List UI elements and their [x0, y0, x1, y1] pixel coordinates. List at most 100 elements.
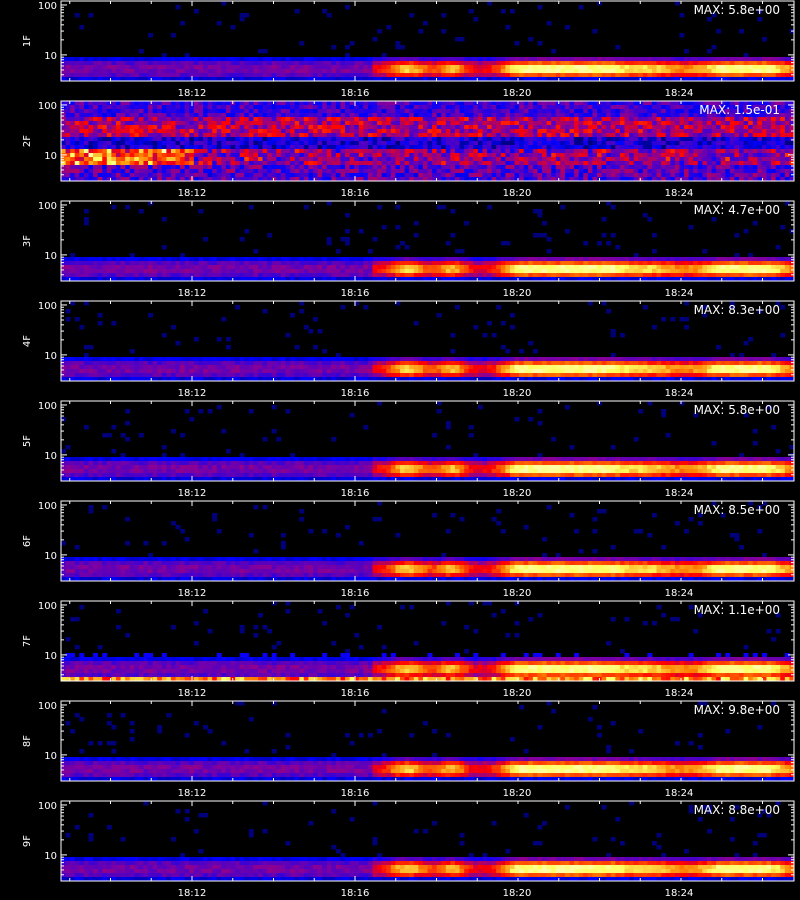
heat-cell — [381, 65, 387, 70]
heat-cell — [473, 261, 479, 266]
heat-cell — [716, 165, 722, 170]
heat-cell — [143, 77, 149, 82]
heat-cell — [583, 77, 589, 82]
heat-cell — [120, 137, 126, 142]
max-label: MAX: 5.8e+00 — [694, 3, 780, 17]
heat-cell — [624, 165, 630, 170]
heat-cell — [509, 149, 515, 154]
heat-cell — [294, 273, 300, 278]
heat-cell — [322, 153, 328, 158]
heat-cell — [88, 269, 94, 274]
heat-cell — [340, 125, 346, 130]
heat-cell — [88, 133, 94, 138]
heat-cell — [299, 265, 305, 270]
heat-cell — [725, 177, 731, 182]
heat-cell — [546, 21, 552, 26]
heat-cell — [225, 69, 231, 74]
heat-cell — [546, 173, 552, 178]
heat-cell — [148, 57, 154, 62]
heat-cell — [358, 229, 364, 234]
heat-cell — [166, 277, 172, 282]
heat-cell — [418, 73, 424, 78]
heat-cell — [290, 257, 296, 262]
heat-cell — [532, 157, 538, 162]
heat-cell — [720, 121, 726, 126]
heat-cell — [487, 69, 493, 74]
heat-cell — [79, 105, 85, 110]
heat-cell — [102, 141, 108, 146]
heat-cell — [656, 173, 662, 178]
heat-cell — [111, 149, 117, 154]
heat-cell — [367, 173, 373, 178]
heat-cell — [317, 113, 323, 118]
heat-cell — [519, 117, 525, 122]
heat-cell — [83, 261, 89, 266]
heat-cell — [157, 113, 163, 118]
heat-cell — [436, 273, 442, 278]
heat-cell — [372, 173, 378, 178]
heat-cell — [661, 121, 667, 126]
heat-cell — [606, 69, 612, 74]
heat-cell — [578, 65, 584, 70]
heat-cell — [276, 177, 282, 182]
heat-cell — [578, 153, 584, 158]
heat-cell — [477, 265, 483, 270]
heat-cell — [468, 141, 474, 146]
heat-cell — [615, 177, 621, 182]
heat-cell — [560, 109, 566, 114]
heat-cell — [395, 57, 401, 62]
heat-cell — [597, 157, 602, 162]
heat-cell — [670, 101, 676, 106]
heat-cell — [400, 141, 405, 146]
heat-cell — [651, 157, 657, 162]
heat-cell — [523, 65, 529, 70]
heat-cell — [143, 65, 149, 70]
heat-cell — [102, 121, 108, 126]
heat-cell — [482, 165, 488, 170]
heat-cell — [65, 269, 71, 274]
heat-cell — [757, 145, 763, 150]
heat-cell — [317, 73, 323, 78]
heat-cell — [138, 129, 144, 134]
heat-cell — [267, 177, 273, 182]
heat-cell — [445, 69, 451, 74]
heat-cell — [184, 109, 190, 114]
heat-cell — [138, 117, 144, 122]
heat-cell — [647, 73, 653, 78]
heat-cell — [299, 177, 305, 182]
heat-cell — [257, 101, 263, 106]
heat-cell — [189, 153, 195, 158]
heat-cell — [120, 101, 126, 106]
heat-cell — [693, 145, 699, 150]
heat-cell — [97, 121, 103, 126]
heat-cell — [312, 73, 318, 78]
heat-cell — [560, 173, 566, 178]
heat-cell — [574, 113, 580, 118]
heat-cell — [500, 145, 506, 150]
heat-cell — [688, 73, 694, 78]
heat-cell — [587, 173, 593, 178]
heat-cell — [702, 133, 708, 138]
heat-cell — [477, 165, 483, 170]
heat-cell — [789, 169, 795, 174]
heat-cell — [432, 145, 438, 150]
heat-cell — [271, 145, 277, 150]
heat-cell — [317, 149, 323, 154]
heat-cell — [592, 121, 598, 126]
heat-cell — [372, 169, 378, 174]
heat-cell — [322, 125, 328, 130]
heat-cell — [409, 101, 415, 106]
heat-cell — [372, 265, 378, 270]
heat-cell — [129, 109, 135, 114]
heat-cell — [157, 269, 163, 274]
heat-cell — [610, 149, 616, 154]
heat-cell — [93, 69, 99, 74]
heat-cell — [761, 37, 767, 42]
heat-cell — [500, 69, 506, 74]
heat-cell — [583, 133, 589, 138]
heat-cell — [129, 113, 135, 118]
heat-cell — [711, 145, 717, 150]
heat-cell — [464, 109, 470, 114]
heat-cell — [74, 177, 80, 182]
heat-cell — [532, 141, 538, 146]
